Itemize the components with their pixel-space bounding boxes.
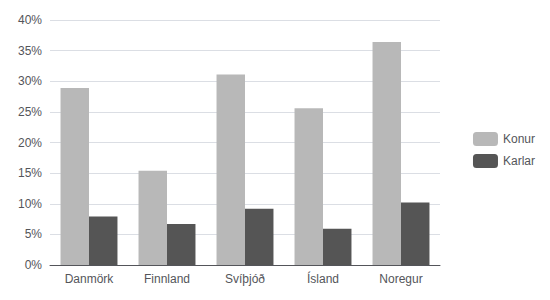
svg-text:25%: 25% (18, 105, 42, 119)
svg-text:10%: 10% (18, 197, 42, 211)
svg-text:Noregur: Noregur (379, 272, 422, 286)
svg-text:15%: 15% (18, 166, 42, 180)
svg-text:Ísland: Ísland (307, 271, 339, 286)
svg-text:Svíþjóð: Svíþjóð (225, 272, 265, 286)
svg-text:20%: 20% (18, 136, 42, 150)
svg-text:5%: 5% (25, 227, 43, 241)
svg-text:Finnland: Finnland (144, 272, 190, 286)
svg-text:40%: 40% (18, 13, 42, 27)
svg-text:30%: 30% (18, 74, 42, 88)
svg-text:Konur: Konur (503, 132, 535, 146)
svg-text:Danmörk: Danmörk (65, 272, 115, 286)
svg-text:Karlar: Karlar (503, 154, 535, 168)
svg-text:0%: 0% (25, 258, 43, 272)
svg-text:35%: 35% (18, 44, 42, 58)
